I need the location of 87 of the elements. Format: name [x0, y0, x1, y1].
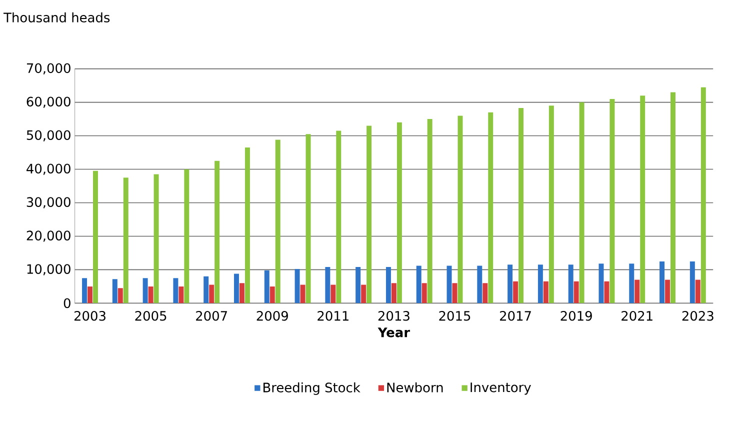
bar: [610, 99, 615, 304]
x-tick-label: 2015: [439, 311, 470, 321]
bar: [178, 286, 184, 304]
bar: [579, 102, 584, 304]
y-tick-label: 30,000: [26, 197, 70, 208]
bar: [204, 276, 209, 304]
bar: [112, 279, 118, 304]
bar: [234, 274, 239, 304]
bar: [665, 280, 670, 304]
x-tick-label: 2003: [74, 311, 106, 321]
bar: [396, 122, 402, 304]
bar: [336, 130, 342, 304]
bar: [477, 266, 482, 304]
bar: [568, 264, 574, 304]
bar: [118, 288, 123, 304]
y-tick-label: 50,000: [26, 130, 70, 142]
bar: [538, 264, 543, 304]
legend-label: Breeding Stock: [264, 382, 360, 395]
bar: [184, 169, 190, 304]
bar: [142, 278, 148, 304]
x-tick-label: 2009: [256, 311, 288, 321]
bar: [361, 284, 366, 304]
x-tick-label: 2023: [682, 311, 714, 321]
bar: [209, 284, 214, 304]
y-tick-label: 70,000: [26, 63, 70, 74]
bar: [173, 278, 178, 304]
bar: [275, 140, 280, 304]
x-axis-title: Year: [378, 328, 410, 338]
bar: [264, 270, 270, 304]
bar: [670, 92, 676, 304]
bar: [386, 267, 391, 304]
y-tick-label: 60,000: [26, 96, 70, 108]
x-tick-label: 2019: [560, 311, 592, 321]
x-tick-label: 2011: [318, 311, 348, 321]
bar: [88, 286, 92, 304]
bar: [427, 119, 432, 304]
bar: [598, 264, 604, 304]
bar: [700, 87, 706, 304]
bar: [604, 282, 610, 304]
bar: [518, 108, 524, 304]
bar: [452, 283, 458, 304]
bar: [82, 278, 88, 304]
bar: [330, 284, 336, 304]
bar: [92, 171, 98, 304]
bar: [356, 267, 361, 304]
bar: [482, 283, 488, 304]
x-tick-label: 2017: [500, 311, 531, 321]
bar: [508, 264, 513, 304]
bar: [634, 280, 640, 304]
x-tick-label: 2021: [622, 311, 652, 321]
bar: [488, 112, 494, 304]
bar: [154, 174, 159, 304]
bar: [270, 286, 275, 304]
bar: [640, 96, 646, 304]
y-tick-label: 10,000: [27, 264, 70, 276]
bar: [300, 284, 306, 304]
y-tick-label: 20,000: [26, 230, 70, 242]
bar: [366, 126, 372, 304]
bar: [629, 264, 634, 304]
bar: [458, 116, 463, 304]
legend-label: Newborn: [387, 382, 443, 392]
bar: [239, 283, 244, 304]
bar: [148, 286, 154, 304]
x-tick-label: 2005: [135, 311, 166, 321]
x-tick-label: 2007: [196, 311, 227, 321]
bar: [214, 160, 220, 304]
bar: [690, 261, 695, 304]
bar: [548, 106, 554, 304]
y-tick-label: 40,000: [26, 164, 70, 175]
bar: [306, 134, 311, 304]
bar: [695, 280, 700, 304]
bar: [416, 266, 422, 304]
bar: [123, 178, 128, 304]
bar: [660, 261, 665, 304]
bar: [391, 283, 396, 304]
y-tick-label: 0: [64, 298, 70, 308]
bar: [422, 283, 427, 304]
bar: [325, 267, 330, 304]
bar: [244, 148, 250, 304]
legend-label: Inventory: [470, 382, 531, 395]
y-axis-title: Thousand heads: [4, 12, 110, 22]
bar: [574, 282, 579, 304]
x-tick-label: 2013: [378, 311, 410, 321]
bar: [513, 282, 518, 304]
bar: [543, 282, 548, 304]
bar: [294, 269, 300, 304]
bar: [446, 266, 452, 304]
